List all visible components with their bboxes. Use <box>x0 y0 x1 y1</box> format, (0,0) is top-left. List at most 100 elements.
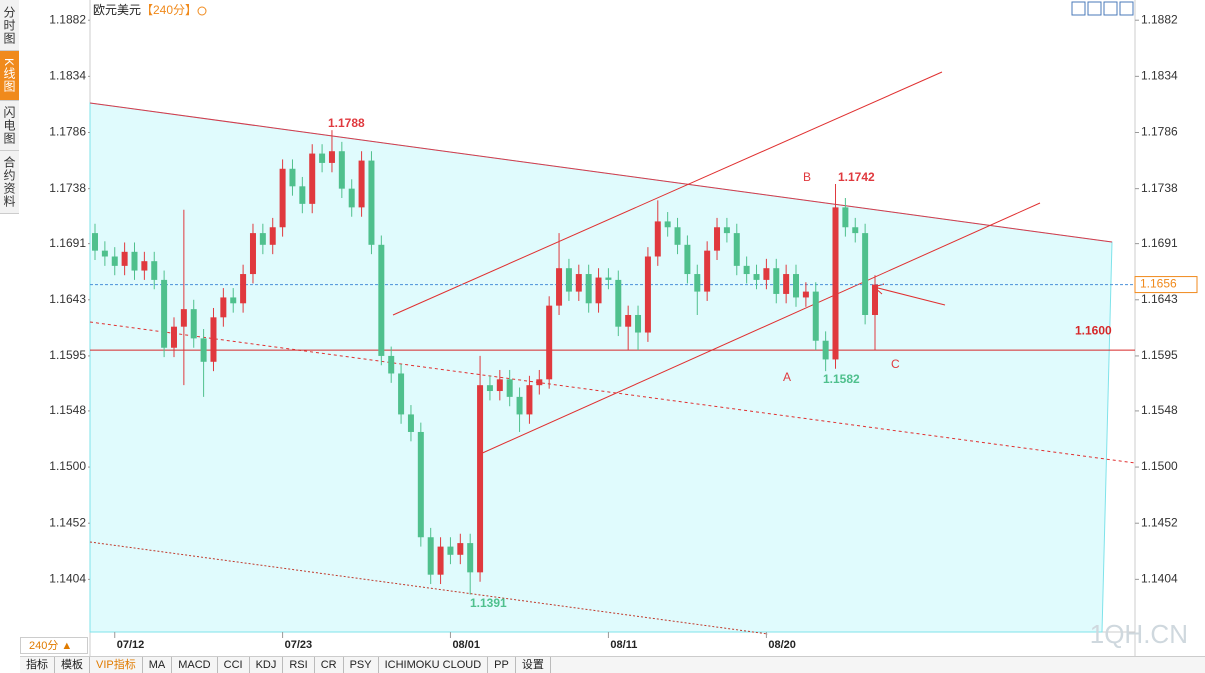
annotation: C <box>891 357 900 371</box>
x-tick-label: 07/23 <box>285 639 313 651</box>
y-tick-label: 1.1404 <box>1141 572 1178 586</box>
candle-body <box>467 543 474 573</box>
y-tick-label: 1.1834 <box>49 69 86 83</box>
period-button[interactable]: 240分 ▲ <box>20 637 88 654</box>
candle-body <box>457 543 464 555</box>
price-tag-label: 1.1656 <box>1140 277 1177 291</box>
y-tick-label: 1.1882 <box>1141 12 1178 26</box>
candle-body <box>141 261 148 271</box>
candle-body <box>427 537 434 575</box>
toolbar-tab[interactable]: ICHIMOKU CLOUD <box>379 657 489 673</box>
price-marker: 1.1788 <box>328 116 365 130</box>
candle-body <box>249 233 256 275</box>
trend-line <box>89 321 1136 464</box>
candle-body <box>526 385 533 415</box>
candle-body <box>862 233 869 315</box>
candle-body <box>437 546 444 575</box>
toolbar-tab[interactable]: 设置 <box>516 657 551 673</box>
y-tick-label: 1.1643 <box>1141 292 1178 306</box>
x-tick-label: 08/11 <box>610 639 637 651</box>
candle-body <box>269 227 276 245</box>
trend-line <box>89 102 1113 243</box>
candle-body <box>704 250 711 292</box>
toolbar-tab[interactable]: PSY <box>344 657 379 673</box>
candle-body <box>240 274 247 304</box>
candle-body <box>546 305 553 380</box>
candle-body <box>565 268 572 292</box>
y-tick-label: 1.1595 <box>49 348 86 362</box>
toolbar-tab[interactable]: RSI <box>283 657 315 673</box>
tool-icons[interactable] <box>1071 1 1134 16</box>
candle-body <box>447 546 454 555</box>
period: 【240分】 <box>141 3 197 17</box>
y-tick-label: 1.1404 <box>49 572 86 586</box>
chart: 欧元美元 【240分】 1QH.CN 1.1882 1.1882 1.1834 1.1… <box>49 0 1198 656</box>
price-marker: 1.1742 <box>838 170 875 184</box>
side-tab[interactable]: 分时图 <box>0 0 19 51</box>
toolbar-tab[interactable]: MACD <box>172 657 218 673</box>
candle-body <box>753 274 760 280</box>
candle-body <box>200 338 207 362</box>
candle-body <box>477 385 484 573</box>
y-tick-label: 1.1786 <box>49 125 86 139</box>
candle-body <box>674 227 681 245</box>
toolbar-tab[interactable]: KDJ <box>250 657 284 673</box>
side-tab[interactable]: 合约资料 <box>0 151 19 214</box>
candle-body <box>654 221 661 257</box>
candle-body <box>872 284 878 315</box>
toolbar-tab[interactable]: VIP指标 <box>90 657 143 673</box>
candle-body <box>338 151 345 189</box>
candle-body <box>299 186 306 204</box>
y-tick-label: 1.1738 <box>1141 181 1178 195</box>
candle-body <box>516 396 523 415</box>
candle-body <box>684 244 691 275</box>
candle-body <box>398 373 405 415</box>
candle-body <box>319 153 326 163</box>
icon[interactable] <box>197 6 207 16</box>
toolbar-tab[interactable]: CCI <box>218 657 250 673</box>
candle-body <box>417 431 424 538</box>
x-tick-label: 08/01 <box>452 639 480 651</box>
candle-body <box>407 414 414 432</box>
candle-body <box>802 291 809 298</box>
candle-body <box>832 207 839 360</box>
candle-body <box>812 291 819 341</box>
candle-body <box>309 153 316 204</box>
candle-body <box>635 314 642 333</box>
candle-body <box>279 168 286 228</box>
trend-line <box>477 202 1041 456</box>
candle-body <box>556 268 563 306</box>
side-tab[interactable]: 闪电图 <box>0 101 19 151</box>
price-marker: 1.1391 <box>470 596 507 610</box>
candle-body <box>852 227 859 234</box>
price-tag <box>1134 276 1198 294</box>
channel-fill <box>89 102 1113 633</box>
candle-body <box>161 279 168 348</box>
candle-body <box>180 309 187 327</box>
toolbar: 指标 模板 VIP指标 MA MACD CCI KDJ RSI CR PSY ICHIMOKU CL… <box>20 656 1205 673</box>
toolbar-tab[interactable]: MA <box>143 657 173 673</box>
side-tab[interactable]: K线图 <box>0 51 19 101</box>
watermark: 1QH.CN <box>1090 619 1188 649</box>
candle-body <box>694 274 701 292</box>
toolbar-tab[interactable]: CR <box>315 657 344 673</box>
candle-body <box>842 207 849 228</box>
candle-body <box>536 379 543 386</box>
candle-body <box>773 268 780 294</box>
toolbar-tab[interactable]: 模板 <box>55 657 90 673</box>
y-tick-label: 1.1500 <box>49 459 86 473</box>
candle-body <box>496 379 503 392</box>
candle-body <box>388 355 395 374</box>
trend-line <box>392 71 943 316</box>
y-tick-label: 1.1452 <box>49 515 86 529</box>
toolbar-tab[interactable]: 指标 <box>20 657 55 673</box>
candle-body <box>210 317 217 362</box>
candle-body <box>664 221 671 228</box>
candle-body <box>131 251 138 271</box>
candle-body <box>723 227 730 234</box>
y-tick-label: 1.1786 <box>1141 125 1178 139</box>
toolbar-tab[interactable]: PP <box>488 657 516 673</box>
y-tick-label: 1.1452 <box>1141 515 1178 529</box>
annotation: B <box>803 170 811 184</box>
